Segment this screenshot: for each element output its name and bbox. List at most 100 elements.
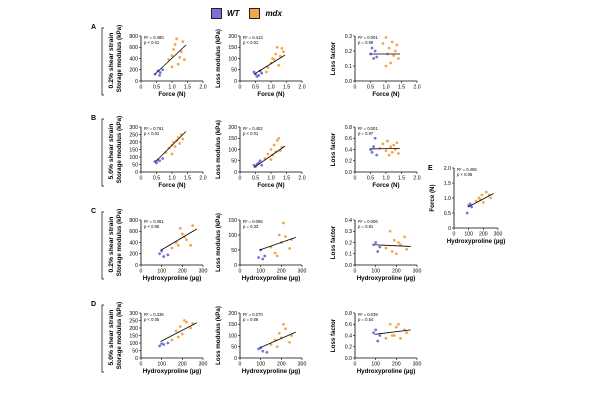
x-tick-label: 0	[140, 176, 143, 182]
stat-text: p < 0.01	[144, 40, 160, 45]
x-tick-label: 0.5	[367, 176, 374, 182]
mdx-point	[282, 322, 285, 326]
stat-text: p = 0.54	[358, 317, 374, 322]
y-tick-label: 200	[129, 68, 138, 74]
wt-point	[260, 163, 264, 167]
mdx-point	[384, 336, 388, 340]
mdx-point	[394, 325, 398, 329]
y-axis-title: Storage modulus (kPa)	[116, 209, 123, 276]
y-tick-label: 0.0	[345, 356, 352, 362]
x-tick-label: 2.0	[413, 85, 420, 91]
mdx-point	[173, 145, 177, 148]
x-tick-label: 100	[157, 362, 166, 368]
wt-point	[378, 245, 382, 249]
y-tick-label: 400	[129, 240, 138, 246]
y-tick-label: 0.3	[345, 229, 352, 235]
stat-text: p = 0.81	[358, 224, 374, 229]
mdx-point	[278, 54, 282, 58]
x-tick-label: 0.5	[153, 85, 160, 91]
wt-point	[372, 331, 375, 335]
mdx-point	[277, 63, 281, 67]
row-label: 5.0% shear strain	[108, 310, 115, 366]
mdx-point	[290, 334, 294, 337]
x-tick-label: 2.0	[413, 176, 420, 182]
y-axis-title: Loss modulus (kPa)	[215, 213, 222, 272]
wt-point	[468, 202, 472, 206]
mdx-point	[388, 229, 392, 233]
mdx-point	[397, 241, 400, 244]
regression-line	[253, 145, 286, 168]
y-tick-label: 50	[231, 68, 237, 74]
stat-text: R² = 0.402	[243, 126, 263, 131]
mdx-point	[388, 322, 392, 326]
mdx-point	[269, 158, 273, 162]
wt-point	[470, 205, 473, 209]
mdx-point	[185, 238, 188, 242]
mdx-point	[288, 247, 291, 250]
y-tick-label: 100	[228, 233, 237, 239]
y-tick-label: 0.8	[345, 311, 352, 317]
legend-item-mdx: mdx	[249, 7, 282, 19]
wt-point	[158, 71, 162, 74]
mdx-point	[390, 40, 394, 44]
panel-letter: D	[91, 301, 96, 308]
y-tick-label: 1.0	[444, 196, 451, 202]
x-tick-label: 0	[354, 85, 357, 91]
y-axis-title: Loss modulus (kPa)	[215, 306, 222, 365]
stat-text: R² = 0.001	[358, 35, 378, 40]
mdx-point	[384, 246, 388, 250]
x-tick-label: 1.5	[398, 176, 405, 182]
x-tick-label: 300	[413, 362, 422, 368]
mdx-point	[474, 199, 478, 203]
wt-point	[372, 57, 375, 60]
legend-label-mdx: mdx	[265, 8, 282, 18]
mdx-point	[183, 58, 186, 62]
stat-text: R² = 0.039	[358, 312, 378, 317]
x-axis-title: Hydroxyproline (µg)	[143, 275, 202, 282]
x-axis-title: Hydroxyproline (µg)	[447, 238, 506, 245]
wt-point	[372, 243, 375, 247]
y-tick-label: 0.1	[345, 64, 352, 70]
mdx-point	[489, 196, 493, 200]
mdx-point	[389, 145, 393, 149]
wt-point	[373, 136, 377, 140]
regression-line	[374, 244, 411, 247]
regression-line	[374, 329, 411, 335]
mdx-point	[405, 247, 409, 251]
x-tick-label: 1.5	[398, 85, 405, 91]
y-tick-label: 200	[228, 311, 237, 317]
y-tick-label: 50	[231, 159, 237, 165]
x-tick-label: 1.5	[184, 176, 191, 182]
mdx-point	[272, 143, 276, 147]
mdx-point	[180, 232, 184, 236]
x-tick-label: 0	[354, 176, 357, 182]
mdx-point	[284, 327, 287, 331]
mdx-point	[395, 43, 399, 47]
wt-point	[374, 328, 378, 332]
mdx-point	[176, 62, 180, 66]
wt-point	[263, 254, 267, 258]
mdx-point	[170, 246, 174, 250]
y-tick-label: 0.0	[345, 79, 352, 85]
mdx-point	[393, 49, 397, 53]
x-tick-label: 2.0	[298, 176, 305, 182]
mdx-point	[384, 64, 388, 68]
mdx-point	[384, 36, 388, 39]
y-tick-label: 200	[129, 326, 138, 332]
mdx-point	[170, 54, 174, 58]
mdx-point	[170, 65, 174, 69]
regression-line	[370, 147, 400, 150]
wt-point	[158, 252, 162, 256]
wt-point	[155, 161, 158, 165]
y-tick-label: 0	[234, 79, 237, 85]
y-tick-label: 800	[129, 34, 138, 40]
y-tick-label: 200	[129, 140, 138, 146]
regression-line	[259, 331, 296, 349]
x-tick-label: 300	[494, 232, 503, 238]
y-tick-label: 0	[448, 226, 451, 232]
regression-line	[259, 237, 296, 251]
